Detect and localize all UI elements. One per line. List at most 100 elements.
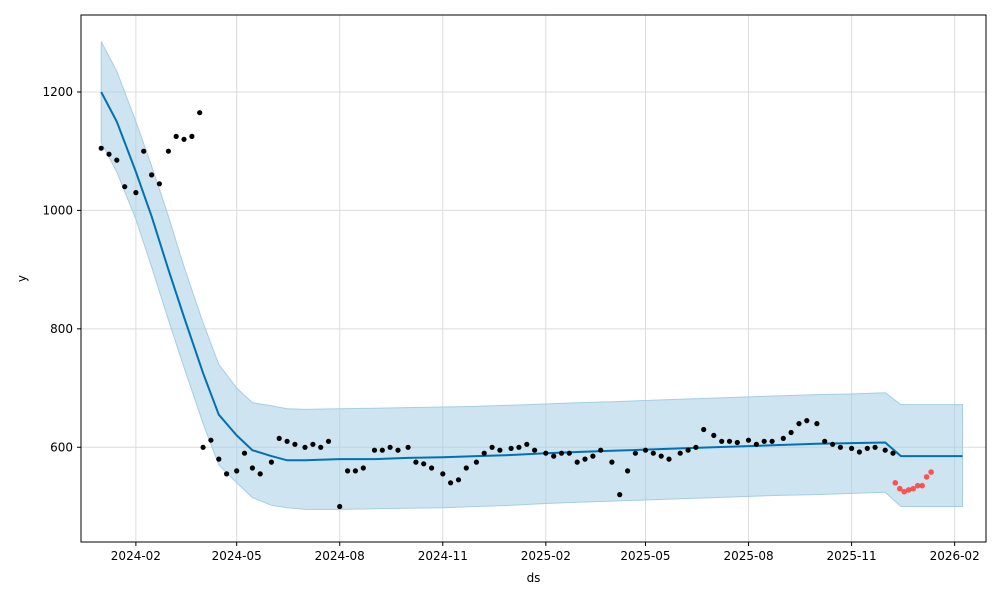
- observed-point: [241, 450, 248, 456]
- observed-point: [310, 441, 316, 447]
- observed-point: [769, 438, 775, 444]
- observed-point: [141, 148, 147, 154]
- observed-point: [497, 447, 503, 453]
- observed-point: [780, 435, 786, 441]
- plot-frame: [80, 14, 987, 543]
- x-tick-label: 2026-02: [930, 549, 980, 563]
- observed-point: [149, 172, 155, 178]
- observed-point: [864, 445, 870, 451]
- observed-point: [642, 447, 649, 453]
- observed-point: [429, 465, 435, 471]
- observed-point: [405, 444, 411, 450]
- observed-point: [292, 441, 298, 447]
- observed-point: [508, 445, 514, 451]
- observed-point: [693, 444, 699, 450]
- observed-point: [856, 449, 863, 455]
- observed-point: [489, 444, 495, 450]
- observed-point: [106, 151, 112, 157]
- observed-point: [745, 437, 752, 443]
- observed-point: [788, 429, 794, 436]
- observed-point: [685, 447, 691, 453]
- observed-point: [302, 444, 308, 450]
- observed-points: [98, 110, 896, 510]
- observed-point: [551, 453, 557, 459]
- observed-point: [658, 453, 664, 459]
- observed-point: [598, 447, 604, 453]
- observed-point: [440, 471, 446, 477]
- x-tick-label: 2025-02: [521, 549, 571, 563]
- observed-point: [837, 444, 844, 450]
- observed-point: [650, 450, 656, 456]
- observed-point: [413, 459, 419, 465]
- observed-point: [516, 444, 522, 450]
- observed-point: [318, 444, 324, 450]
- observed-point: [558, 450, 565, 456]
- recent-point: [928, 469, 934, 475]
- observed-point: [208, 437, 214, 443]
- observed-point: [796, 421, 802, 427]
- observed-point: [719, 438, 725, 444]
- observed-point: [387, 444, 393, 450]
- recent-point: [910, 485, 916, 492]
- observed-point: [197, 110, 203, 116]
- observed-point: [165, 148, 171, 154]
- observed-point: [257, 471, 263, 477]
- y-axis-ticks: 600 800 1000 1200: [42, 85, 81, 454]
- recent-point: [901, 488, 907, 495]
- observed-point: [532, 447, 538, 453]
- x-tick-label: 2025-05: [620, 549, 670, 563]
- y-tick-label: 1200: [42, 85, 73, 99]
- uncertainty-band: [100, 41, 963, 510]
- observed-point: [325, 438, 332, 444]
- observed-point: [849, 445, 855, 451]
- observed-point: [625, 468, 631, 474]
- x-tick-label: 2024-05: [212, 549, 262, 563]
- observed-point: [617, 492, 623, 498]
- observed-point: [268, 459, 274, 465]
- observed-point: [122, 184, 128, 190]
- observed-point: [632, 450, 639, 456]
- observed-point: [582, 456, 588, 462]
- observed-point: [814, 421, 820, 427]
- observed-point: [574, 459, 580, 465]
- observed-point: [133, 190, 139, 196]
- observed-point: [890, 450, 896, 456]
- observed-point: [448, 480, 454, 486]
- y-axis-label: y: [15, 275, 29, 282]
- observed-point: [216, 456, 222, 462]
- observed-point: [284, 438, 290, 444]
- x-tick-label: 2025-11: [827, 549, 877, 563]
- observed-point: [711, 432, 717, 438]
- observed-point: [872, 444, 878, 450]
- recent-point: [892, 480, 899, 486]
- recent-point: [923, 474, 930, 480]
- x-tick-label: 2024-08: [315, 549, 365, 563]
- recent-point: [897, 485, 903, 492]
- x-axis-ticks: 2024-02 2024-05 2024-08 2024-11 2025-02 2025-…: [111, 542, 980, 563]
- observed-point: [173, 133, 179, 139]
- observed-point: [761, 438, 767, 444]
- observed-point: [609, 459, 615, 465]
- recent-point: [919, 482, 925, 489]
- observed-point: [566, 450, 572, 456]
- observed-point: [189, 133, 195, 139]
- observed-point: [352, 468, 358, 474]
- observed-point: [701, 426, 707, 433]
- x-tick-label: 2024-02: [111, 549, 161, 563]
- observed-point: [395, 447, 401, 453]
- observed-point: [276, 435, 282, 441]
- observed-point: [822, 438, 828, 444]
- observed-point: [726, 438, 733, 444]
- observed-point: [666, 456, 672, 462]
- observed-point: [114, 157, 120, 163]
- observed-point: [345, 468, 351, 474]
- observed-point: [234, 468, 240, 474]
- observed-point: [882, 447, 888, 453]
- observed-point: [421, 461, 427, 467]
- y-tick-label: 1000: [42, 203, 73, 217]
- observed-point: [543, 450, 549, 456]
- observed-point: [830, 441, 836, 447]
- y-tick-label: 600: [50, 440, 73, 454]
- observed-point: [481, 450, 487, 456]
